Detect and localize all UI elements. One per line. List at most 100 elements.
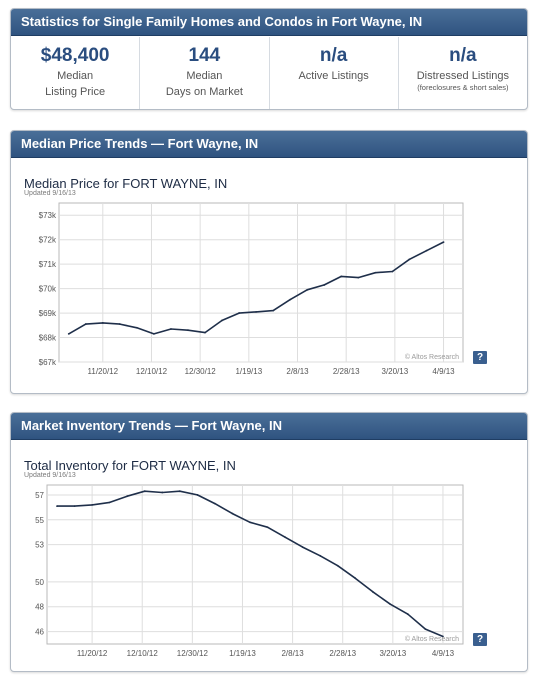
y-tick-label: 55 — [35, 516, 44, 525]
y-tick-label: 46 — [35, 628, 44, 637]
chart-updated-date: Updated 9/16/13 — [24, 472, 76, 479]
data-point — [354, 577, 356, 579]
data-point — [407, 613, 409, 615]
data-point — [170, 328, 172, 330]
x-tick-label: 12/10/12 — [127, 649, 159, 658]
data-point — [56, 505, 58, 507]
data-point — [302, 546, 304, 548]
stat-label: Active Listings — [270, 70, 398, 83]
y-tick-label: $70k — [39, 285, 57, 294]
stats-row: $48,400 Median Listing Price 144 Median … — [11, 37, 527, 109]
x-tick-label: 4/9/13 — [432, 649, 455, 658]
stat-value: n/a — [270, 45, 398, 67]
y-tick-label: $68k — [39, 334, 57, 343]
data-point — [426, 250, 428, 252]
data-point — [214, 503, 216, 505]
data-point — [372, 591, 374, 593]
data-point — [443, 241, 445, 243]
x-tick-label: 1/19/13 — [229, 649, 256, 658]
x-tick-label: 12/30/12 — [185, 367, 217, 376]
data-point — [409, 258, 411, 260]
data-point — [74, 505, 76, 507]
watermark: © Altos Research — [405, 353, 459, 361]
data-point — [196, 494, 198, 496]
data-point — [389, 603, 391, 605]
data-point — [267, 526, 269, 528]
market-inventory-panel-header: Market Inventory Trends — Fort Wayne, IN — [11, 413, 527, 440]
x-tick-label: 2/28/13 — [333, 367, 360, 376]
stats-panel-header: Statistics for Single Family Homes and C… — [11, 9, 527, 36]
total-inventory-plot: 46 48 50 53 55 57 11/20/12 12/10/12 12/30/12 1/19… — [11, 440, 527, 670]
y-tick-label: 50 — [35, 578, 44, 587]
data-point — [85, 323, 87, 325]
x-tick-label: 12/30/12 — [177, 649, 209, 658]
x-tick-label: 2/28/13 — [329, 649, 356, 658]
x-tick-label: 3/20/13 — [379, 649, 406, 658]
data-point — [179, 490, 181, 492]
data-point — [392, 271, 394, 273]
stat-median-days-on-market: 144 Median Days on Market — [140, 37, 269, 109]
y-tick-label: $71k — [39, 260, 57, 269]
y-tick-label: $69k — [39, 309, 57, 318]
median-price-plot: $67k $68k $69k $70k $71k $72k $73k 11/20/12 12/1… — [11, 158, 527, 392]
y-tick-label: 48 — [35, 603, 44, 612]
stat-label: Distressed Listings — [399, 70, 527, 83]
stat-value: 144 — [140, 45, 268, 67]
data-point — [187, 329, 189, 331]
stat-median-listing-price: $48,400 Median Listing Price — [11, 37, 140, 109]
data-point — [238, 312, 240, 314]
chart-updated-date: Updated 9/16/13 — [24, 190, 76, 197]
total-inventory-chart: Total Inventory for FORT WAYNE, IN Updat… — [11, 440, 527, 671]
x-tick-label: 11/20/12 — [77, 649, 108, 658]
stat-label: Median — [140, 70, 268, 83]
stat-sublabel: (foreclosures & short sales) — [399, 83, 527, 92]
data-point — [68, 333, 70, 335]
stat-label: Days on Market — [140, 86, 268, 99]
data-point — [119, 323, 121, 325]
data-point — [284, 536, 286, 538]
data-point — [357, 277, 359, 279]
plot-area — [59, 203, 463, 362]
stat-label: Listing Price — [11, 86, 139, 99]
stat-distressed-listings: n/a Distressed Listings (foreclosures & … — [399, 37, 527, 109]
median-price-chart: Median Price for FORT WAYNE, IN Updated … — [11, 158, 527, 393]
help-button[interactable]: ? — [473, 633, 487, 646]
data-point — [221, 320, 223, 322]
stat-value: n/a — [399, 45, 527, 67]
data-point — [272, 310, 274, 312]
x-tick-label: 3/20/13 — [382, 367, 409, 376]
y-tick-label: 57 — [35, 491, 44, 500]
x-tick-label: 4/9/13 — [432, 367, 455, 376]
stat-active-listings: n/a Active Listings — [270, 37, 399, 109]
x-tick-label: 11/20/12 — [88, 367, 119, 376]
median-price-panel-header: Median Price Trends — Fort Wayne, IN — [11, 131, 527, 158]
data-point — [136, 327, 138, 329]
stat-value: $48,400 — [11, 45, 139, 67]
data-point — [204, 332, 206, 334]
data-point — [232, 513, 234, 515]
data-point — [337, 565, 339, 567]
data-point — [425, 628, 427, 630]
data-point — [255, 311, 257, 313]
y-tick-label: 53 — [35, 541, 44, 550]
data-point — [126, 495, 128, 497]
chart-title: Median Price for FORT WAYNE, IN — [24, 176, 227, 191]
help-button[interactable]: ? — [473, 351, 487, 364]
median-price-panel: Median Price Trends — Fort Wayne, IN Med… — [10, 130, 528, 394]
data-point — [340, 275, 342, 277]
x-tick-label: 1/19/13 — [235, 367, 262, 376]
data-point — [161, 492, 163, 494]
data-point — [319, 555, 321, 557]
y-tick-label: $67k — [39, 358, 57, 367]
x-tick-label: 12/10/12 — [136, 367, 168, 376]
watermark: © Altos Research — [405, 635, 459, 643]
stat-label: Median — [11, 70, 139, 83]
market-inventory-panel: Market Inventory Trends — Fort Wayne, IN… — [10, 412, 528, 672]
y-tick-label: $72k — [39, 236, 57, 245]
x-tick-label: 2/8/13 — [286, 367, 309, 376]
y-tick-label: $73k — [39, 211, 57, 220]
plot-area — [47, 485, 463, 644]
data-point — [306, 289, 308, 291]
data-point — [91, 504, 93, 506]
data-point — [144, 490, 146, 492]
